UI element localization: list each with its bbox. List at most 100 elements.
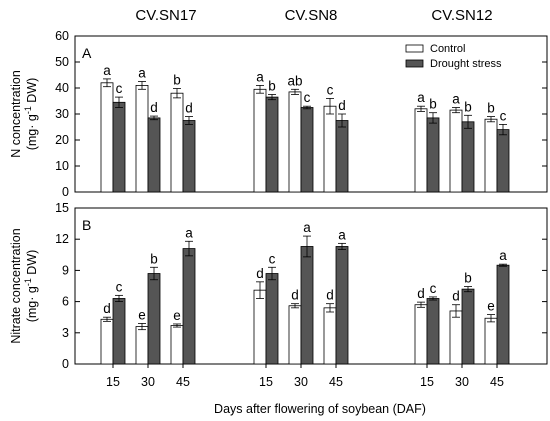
y-axis-title-line2-a: (mg· g-1 DW) [23,78,39,151]
x-tick-label: 45 [329,375,343,389]
bar-b-drought [112,298,126,365]
significance-letter-a: b [464,99,472,114]
bar-a-control [135,85,149,193]
x-tick-label: 15 [106,375,120,389]
bar-a-control [414,108,428,193]
bar-b-control [414,304,428,365]
bar-b-drought [335,246,349,365]
bar-b-control [100,318,114,365]
significance-letter-a: b [268,79,276,94]
significance-letter-a: a [138,66,146,81]
x-tick-label: 15 [420,375,434,389]
cultivar-title-sn17: CV.SN17 [135,7,196,24]
bar-b-drought [461,288,475,365]
y-tick-label-a: 0 [62,185,69,199]
significance-letter-a: a [452,92,460,107]
y-tick-label-b: 12 [55,232,69,246]
significance-letter-b: d [256,266,264,281]
significance-letter-b: d [291,288,299,303]
y-tick-label-b: 9 [62,263,69,277]
y-tick-label-b: 0 [62,357,69,371]
bar-a-drought [147,117,161,193]
significance-letter-b: d [103,301,111,316]
bar-a-drought [112,101,126,193]
bar-b-drought [182,248,196,365]
bar-a-control [449,109,463,193]
bar-a-drought [461,121,475,193]
significance-letter-b: a [303,220,311,235]
y-axis-title-line2-b: (mg· g-1 DW) [23,250,39,323]
bar-b-drought [265,273,279,365]
significance-letter-b: c [430,281,437,296]
significance-letter-b: d [452,289,460,304]
significance-letter-a: c [327,82,334,97]
bar-a-control [323,105,337,193]
y-tick-label-a: 20 [55,133,69,147]
bar-a-control [484,118,498,193]
significance-letter-a: a [103,63,111,78]
x-tick-label: 15 [259,375,273,389]
bar-b-control [449,310,463,365]
panel-letter-a: A [82,45,92,61]
panel-b-chart: 0 3 6 9 12 15 Nitrate concentration (mg· g-1 DW… [9,201,548,389]
bar-b-drought [496,264,510,365]
legend-swatch-control [405,44,424,53]
y-tick-label-a: 40 [55,81,69,95]
significance-letter-b: c [116,279,123,294]
panel-a-chart: 0 10 20 30 40 50 60 N concentration (mg· g-1 DW)… [9,29,548,199]
bar-b-control [170,325,184,365]
bar-a-control [170,92,184,193]
legend-label-drought: Drought stress [430,58,502,70]
significance-letter-b: a [338,227,346,242]
bar-a-drought [182,120,196,193]
cultivar-title-sn8: CV.SN8 [285,7,338,24]
cultivar-title-sn12: CV.SN12 [431,7,492,24]
bar-a-control [100,82,114,193]
significance-letter-b: e [138,307,146,322]
y-tick-label-b: 15 [55,201,69,215]
bar-a-drought [265,96,279,193]
significance-letter-a: c [500,108,507,123]
significance-letter-b: a [185,225,193,240]
bar-b-drought [426,298,440,365]
bar-b-control [253,289,267,365]
significance-letter-b: d [326,288,334,303]
x-axis-title: Days after flowering of soybean (DAF) [214,402,426,416]
bar-b-control [135,326,149,365]
significance-letter-a: a [417,90,425,105]
x-tick-label: 30 [294,375,308,389]
significance-letter-a: a [256,69,264,84]
significance-letter-b: b [150,251,158,266]
y-axis-title-line1-b: Nitrate concentration [9,228,23,343]
significance-letter-a: b [429,97,437,112]
significance-letter-b: e [487,299,495,314]
y-tick-label-a: 30 [55,107,69,121]
legend-label-control: Control [430,43,465,55]
significance-letter-b: d [417,286,425,301]
significance-letter-b: a [499,248,507,263]
bar-b-drought [147,273,161,365]
legend-swatch-drought [405,59,424,68]
cultivar-titles: CV.SN17 CV.SN8 CV.SN12 [135,7,492,24]
y-tick-label-b: 3 [62,326,69,340]
bar-a-drought [426,117,440,193]
significance-letter-b: e [173,308,181,323]
significance-letter-a: ab [287,73,302,88]
significance-letter-b: b [464,271,472,286]
y-tick-label-a: 10 [55,159,69,173]
y-tick-label-a: 50 [55,55,69,69]
bar-a-drought [300,107,314,193]
legend: Control Drought stress [405,43,502,70]
x-tick-label: 30 [141,375,155,389]
significance-letter-a: c [304,90,311,105]
significance-letter-a: c [116,81,123,96]
bar-b-control [288,305,302,365]
bar-b-drought [300,246,314,365]
significance-letter-a: b [487,101,495,116]
panel-letter-b: B [82,217,91,233]
bar-a-control [253,88,267,193]
x-tick-label: 30 [455,375,469,389]
bar-a-control [288,91,302,193]
y-tick-label-a: 60 [55,29,69,43]
